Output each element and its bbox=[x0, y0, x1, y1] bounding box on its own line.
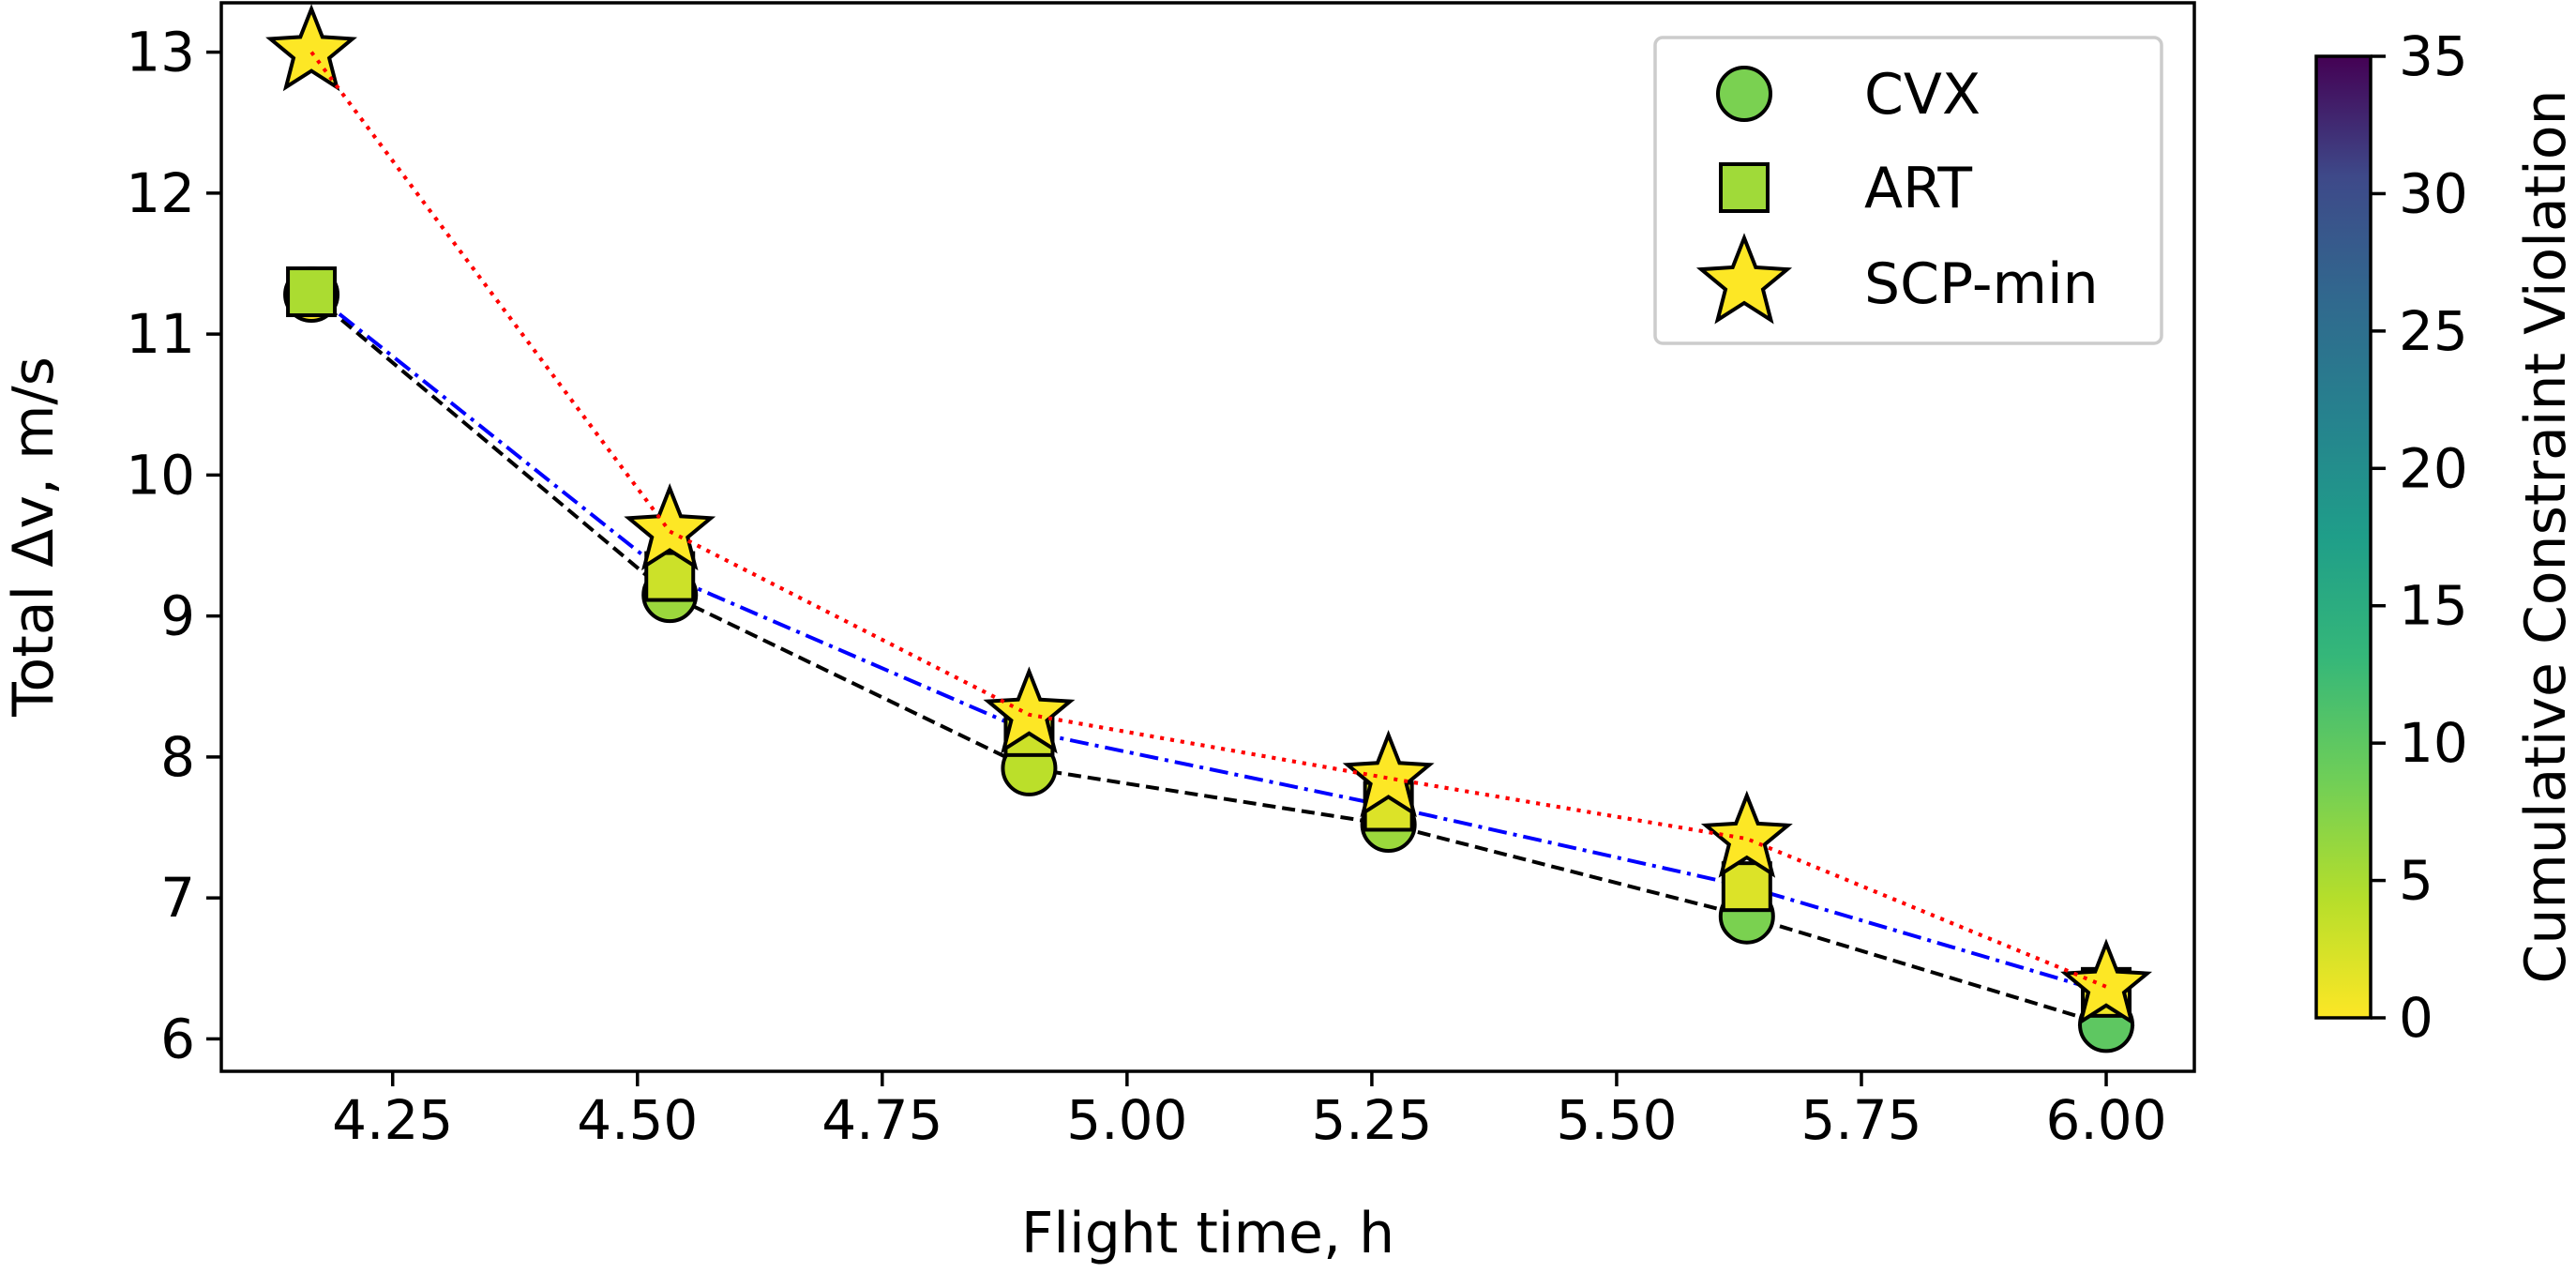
data-point-scp-min bbox=[1700, 790, 1793, 878]
x-tick-label: 4.75 bbox=[821, 1088, 942, 1152]
x-tick-label: 5.50 bbox=[1556, 1088, 1677, 1152]
y-tick-label: 10 bbox=[126, 443, 195, 507]
colorbar: 0 5 10 15 20 25 30 35 bbox=[2314, 24, 2468, 1050]
y-tick-label: 8 bbox=[160, 725, 195, 789]
colorbar-tick-label: 10 bbox=[2399, 711, 2468, 775]
y-tick-label: 11 bbox=[126, 302, 195, 366]
x-tick-label: 4.50 bbox=[577, 1088, 698, 1152]
y-axis-label: Total Δv, m/s bbox=[1, 356, 67, 718]
legend-box bbox=[1653, 36, 2163, 345]
y-tick-label: 12 bbox=[126, 161, 195, 225]
x-axis-label: Flight time, h bbox=[1021, 1201, 1394, 1266]
series-line-cvx bbox=[309, 293, 2107, 1027]
data-point-scp-min bbox=[624, 483, 716, 571]
data-point-scp-min bbox=[265, 4, 357, 92]
legend-marker-scp-min bbox=[1695, 233, 1793, 325]
y-tick-label: 7 bbox=[160, 866, 195, 930]
data-point-scp-min bbox=[983, 666, 1076, 754]
data-point-scp-min bbox=[1342, 730, 1435, 818]
series-line-art bbox=[309, 290, 2107, 994]
colorbar-gradient bbox=[2316, 56, 2371, 1018]
x-tick-label: 6.00 bbox=[2045, 1088, 2166, 1152]
colorbar-tick-label: 0 bbox=[2399, 986, 2433, 1050]
colorbar-label: Cumulative Constraint Violation bbox=[2513, 89, 2576, 983]
x-tick-label: 5.75 bbox=[1800, 1088, 1921, 1152]
x-tick-label: 4.25 bbox=[332, 1088, 453, 1152]
series-line-scp-min-overlay bbox=[309, 51, 2107, 989]
series-markers-layer bbox=[265, 4, 2153, 1053]
colorbar-tick-label: 30 bbox=[2399, 161, 2468, 225]
plot-area-frame bbox=[219, 1, 2196, 1073]
legend-marker-art bbox=[1719, 162, 1770, 213]
colorbar-tick-label: 15 bbox=[2399, 574, 2468, 638]
colorbar-tick-label: 25 bbox=[2399, 299, 2468, 363]
legend-label-scp-min: SCP-min bbox=[1864, 251, 2099, 317]
legend-label-cvx: CVX bbox=[1864, 62, 1981, 128]
data-point-art bbox=[1721, 861, 1772, 913]
y-tick-label: 9 bbox=[160, 584, 195, 648]
x-tick-label: 5.00 bbox=[1066, 1088, 1187, 1152]
legend-marker-cvx bbox=[1716, 66, 1772, 122]
legend: CVX ART SCP-min bbox=[1653, 36, 2163, 345]
colorbar-tick-label: 5 bbox=[2399, 849, 2433, 913]
y-axis: 6 7 8 9 10 11 12 13 bbox=[126, 21, 221, 1070]
y-tick-label: 13 bbox=[126, 21, 195, 84]
data-point-art bbox=[286, 266, 338, 318]
colorbar-tick-label: 35 bbox=[2399, 24, 2468, 88]
x-axis: 4.25 4.50 4.75 5.00 5.25 5.50 5.75 6.00 bbox=[332, 1071, 2167, 1152]
y-tick-label: 6 bbox=[160, 1007, 195, 1070]
x-tick-label: 5.25 bbox=[1311, 1088, 1432, 1152]
colorbar-frame bbox=[2314, 54, 2373, 1020]
colorbar-tick-label: 20 bbox=[2399, 436, 2468, 500]
legend-label-art: ART bbox=[1864, 156, 1972, 221]
